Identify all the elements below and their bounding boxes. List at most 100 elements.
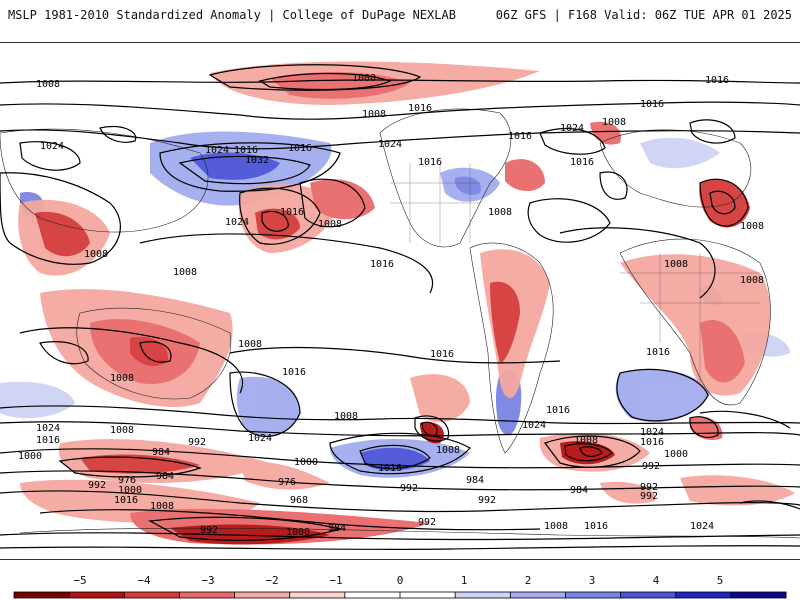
- isobar-label: 1016: [570, 157, 594, 168]
- colorbar-swatch: [675, 592, 732, 598]
- isobar-label: 1008: [173, 267, 197, 278]
- isobar-label: 1016: [584, 521, 608, 532]
- isobar-label: 1024: [640, 427, 664, 438]
- isobar-label: 1016: [705, 75, 729, 86]
- colorbar-tick-label: −3: [201, 574, 214, 587]
- colorbar-tick-label: 4: [653, 574, 660, 587]
- isobar-label: 1008: [488, 207, 512, 218]
- isobar-label: 992: [200, 525, 218, 536]
- colorbar-tick-label: −4: [137, 574, 151, 587]
- colorbar-tick-label: −1: [329, 574, 342, 587]
- isobar-label: 992: [478, 495, 496, 506]
- isobar-label: 1008: [544, 521, 568, 532]
- isobar-label: 992: [418, 517, 436, 528]
- isobar-label: 1016: [546, 405, 570, 416]
- isobar-label: 984: [152, 447, 170, 458]
- colorbar-swatch: [565, 592, 622, 598]
- colorbar-tick-label: −2: [265, 574, 278, 587]
- colorbar-tick-label: 3: [589, 574, 596, 587]
- isobar-label: 1024: [40, 141, 64, 152]
- isobar-label: 1024: [205, 145, 229, 156]
- colorbar-swatch: [730, 592, 787, 598]
- isobar-label: 1016: [646, 347, 670, 358]
- isobar-label: 1024: [560, 123, 584, 134]
- isobar-label: 1016: [418, 157, 442, 168]
- colorbar-swatch: [179, 592, 236, 598]
- isobar-label: 984: [156, 471, 174, 482]
- isobar-label: 992: [640, 491, 658, 502]
- anomaly-map: 1008 1000 1016 1008 1016 1024 1016 1008 …: [0, 42, 800, 560]
- isobar-label: 968: [290, 495, 308, 506]
- model-valid-time: 06Z GFS | F168 Valid: 06Z TUE APR 01 202…: [495, 8, 792, 22]
- colorbar-tick-label: 1: [461, 574, 468, 587]
- isobar-label: 1008: [362, 109, 386, 120]
- isobar-label: 992: [188, 437, 206, 448]
- isobar-label: 1008: [740, 275, 764, 286]
- isobar-label: 1008: [740, 221, 764, 232]
- colorbar-swatch: [69, 592, 125, 598]
- isobar-label: 1016: [36, 435, 60, 446]
- isobar-label: 1016: [280, 207, 304, 218]
- isobar-label: 1016: [370, 259, 394, 270]
- isobar-label: 1008: [84, 249, 108, 260]
- colorbar-swatch: [510, 592, 566, 598]
- isobar-label: 992: [640, 482, 658, 493]
- isobar-label: 1000: [118, 485, 142, 496]
- isobar-label: 1024: [690, 521, 714, 532]
- colorbar-legend: −5 −4 −3 −2 −1 0 1 2 3 4 5: [13, 574, 787, 599]
- colorbar-tick-label: 5: [717, 574, 724, 587]
- isobar-label: 1016: [508, 131, 532, 142]
- isobar-label: 984: [328, 523, 346, 534]
- isobar-label: 1008: [318, 219, 342, 230]
- isobar-label: 1024: [225, 217, 249, 228]
- colorbar-swatch: [344, 592, 401, 598]
- isobar-label: 992: [642, 461, 660, 472]
- header-bar: MSLP 1981-2010 Standardized Anomaly | Co…: [0, 0, 800, 40]
- isobar-label: 1008: [36, 79, 60, 90]
- colorbar-tick-label: −5: [73, 574, 86, 587]
- isobar-label: 1016: [288, 143, 312, 154]
- isobar-label: 1016: [234, 145, 258, 156]
- isobar-label: 1016: [640, 99, 664, 110]
- isobar-label: 1008: [664, 259, 688, 270]
- isobar-label: 1000: [286, 527, 310, 538]
- isobar-label: 1008: [150, 501, 174, 512]
- isobar-label: 1008: [574, 435, 598, 446]
- isobar-label: 1016: [282, 367, 306, 378]
- isobar-label: 1000: [18, 451, 42, 462]
- isobar-label: 1000: [664, 449, 688, 460]
- isobar-label: 1032: [245, 155, 269, 166]
- colorbar-swatch: [14, 592, 70, 598]
- isobar-label: 1016: [378, 463, 402, 474]
- map-title: MSLP 1981-2010 Standardized Anomaly | Co…: [8, 8, 456, 22]
- borders: [390, 163, 760, 383]
- isobar-label: 1024: [522, 420, 546, 431]
- isobar-label: 984: [466, 475, 484, 486]
- isobar-label: 1016: [408, 103, 432, 114]
- isobar-label: 1016: [430, 349, 454, 360]
- isobar-label: 992: [400, 483, 418, 494]
- isobar-label: 1016: [114, 495, 138, 506]
- isobar-label: 1008: [602, 117, 626, 128]
- isobar-label: 1008: [436, 445, 460, 456]
- colorbar-swatch: [620, 592, 677, 598]
- colorbar-swatch: [289, 592, 346, 598]
- isobar-label: 1024: [36, 423, 60, 434]
- colorbar-swatch: [400, 592, 456, 598]
- isobars: [0, 64, 800, 551]
- colorbar-swatch: [455, 592, 511, 598]
- isobar-label: 1024: [248, 433, 272, 444]
- isobar-label: 1024: [378, 139, 402, 150]
- isobar-label: 984: [570, 485, 588, 496]
- isobar-label: 976: [278, 477, 296, 488]
- isobar-labels: 1008 1000 1016 1008 1016 1024 1016 1008 …: [18, 73, 764, 538]
- isobar-label: 976: [118, 475, 136, 486]
- isobar-label: 1008: [334, 411, 358, 422]
- isobar-label: 1008: [110, 373, 134, 384]
- isobar-label: 1008: [238, 339, 262, 350]
- colorbar-swatch: [234, 592, 291, 598]
- colorbar-tick-label: 0: [397, 574, 404, 587]
- isobar-label: 1000: [352, 73, 376, 84]
- colorbar-swatch: [124, 592, 180, 598]
- isobar-label: 1000: [294, 457, 318, 468]
